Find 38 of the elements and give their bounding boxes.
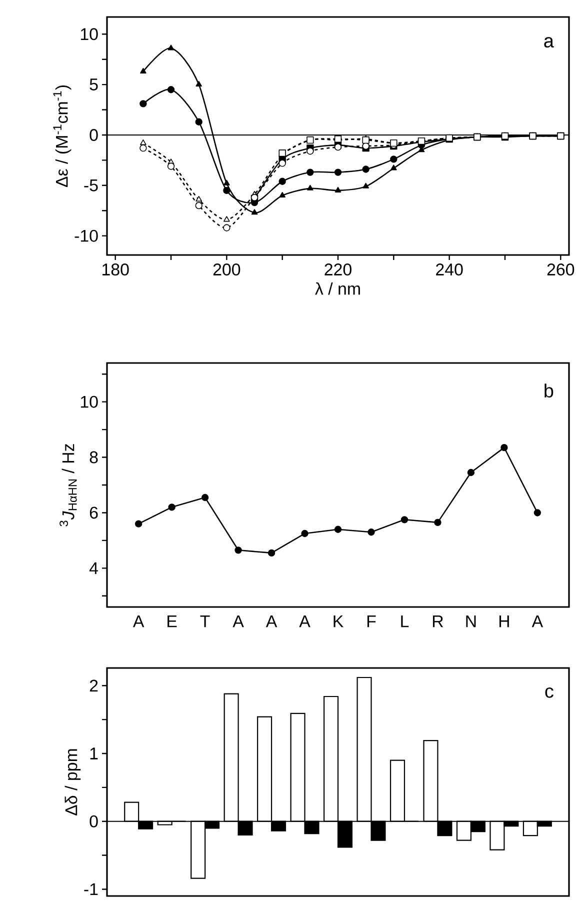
x-tick-label: A bbox=[266, 615, 278, 628]
y-tick-label: 0 bbox=[90, 815, 98, 828]
x-tick-label: A bbox=[299, 615, 310, 628]
x-tick-label: H bbox=[499, 615, 509, 628]
y-tick-label: 6 bbox=[90, 506, 98, 519]
annotation: a bbox=[544, 37, 554, 48]
y-tick-label: -1 bbox=[84, 883, 98, 896]
y-tick-label: 1 bbox=[90, 748, 98, 760]
x-tick-label: 240 bbox=[436, 263, 463, 276]
y-axis-title: $^{3}$J$_{HαHN}$ / Hz bbox=[60, 444, 77, 526]
y-tick-label: 10 bbox=[80, 28, 98, 40]
y-tick-label: -5 bbox=[84, 179, 98, 192]
y-tick-label: 4 bbox=[89, 562, 98, 574]
y-axis-title: Δδ / ppm bbox=[64, 749, 81, 816]
x-tick-label: R bbox=[432, 615, 444, 628]
x-tick-label: 260 bbox=[547, 263, 574, 276]
x-axis-title: λ / nm bbox=[315, 282, 360, 295]
y-tick-label: 2 bbox=[90, 680, 98, 692]
x-tick-label: F bbox=[367, 615, 376, 628]
y-tick-label: 0 bbox=[90, 128, 98, 141]
x-tick-label: N bbox=[466, 615, 476, 628]
x-tick-label: E bbox=[168, 615, 177, 628]
x-tick-label: A bbox=[132, 615, 144, 628]
y-tick-label: 8 bbox=[90, 451, 98, 464]
annotation: b bbox=[544, 384, 554, 398]
y-tick-label: -10 bbox=[74, 230, 98, 242]
y-tick-label: 5 bbox=[90, 78, 98, 90]
x-tick-label: 180 bbox=[102, 263, 129, 276]
y-axis-title: Δε / (M$^{-1}$cm$^{-1}$) bbox=[53, 86, 72, 188]
x-tick-label: A bbox=[232, 615, 244, 628]
x-tick-label: 220 bbox=[324, 263, 352, 276]
x-tick-label: T bbox=[200, 615, 210, 628]
x-tick-label: 200 bbox=[213, 263, 240, 276]
x-tick-label: A bbox=[532, 615, 544, 628]
x-tick-label: L bbox=[401, 615, 409, 628]
x-tick-label: K bbox=[334, 615, 344, 628]
annotation: c bbox=[545, 687, 554, 698]
y-tick-label: 10 bbox=[80, 396, 98, 408]
